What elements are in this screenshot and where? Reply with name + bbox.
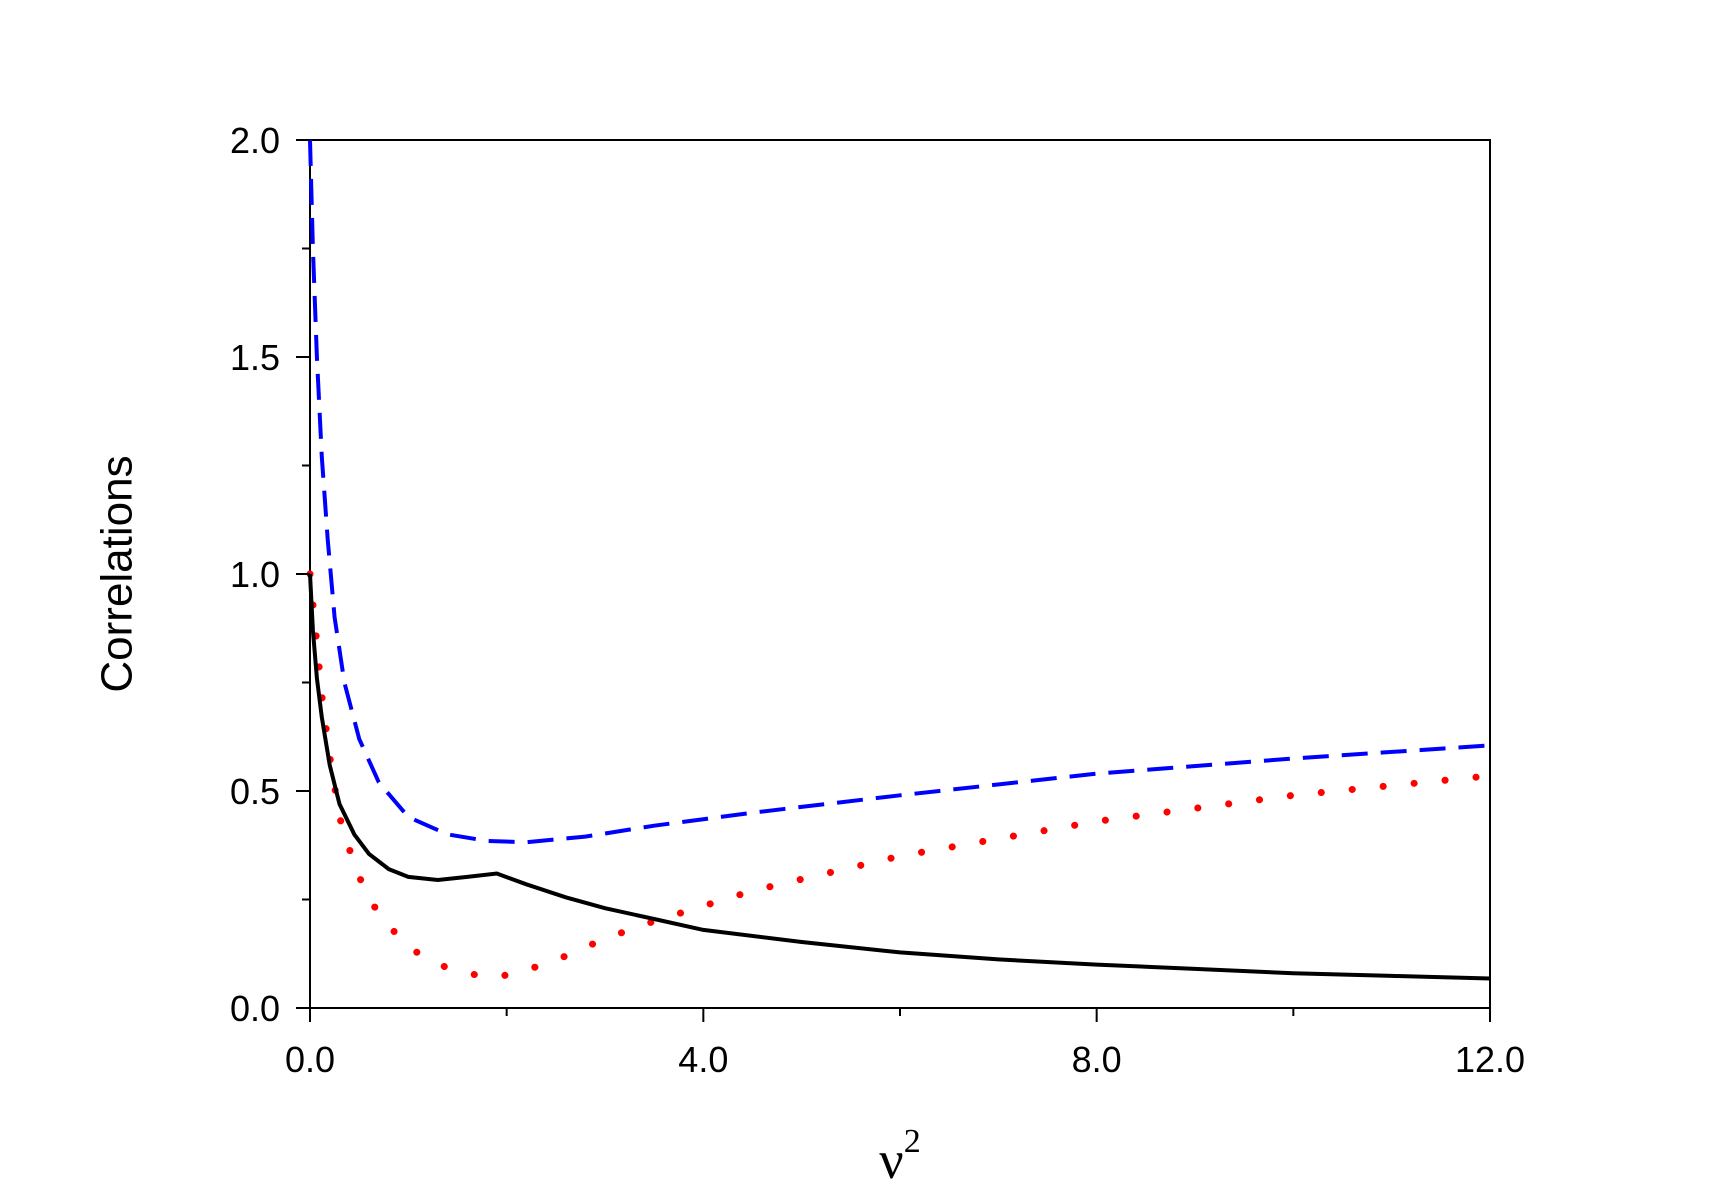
x-tick-label: 0.0 bbox=[285, 1039, 335, 1080]
series-layer bbox=[306, 139, 1494, 982]
series-line-dotted bbox=[306, 570, 1494, 982]
series-line-dashed bbox=[308, 139, 1491, 845]
y-axis-title: Correlations bbox=[93, 455, 142, 692]
x-axis-title: ν2 bbox=[879, 1123, 920, 1190]
y-tick-label: 0.5 bbox=[230, 771, 280, 812]
x-axis-title-base: ν bbox=[879, 1130, 903, 1190]
axis-ticks bbox=[296, 139, 1491, 1022]
plot-area-border bbox=[309, 139, 1491, 1009]
x-axis-title-superscript: 2 bbox=[904, 1123, 921, 1160]
x-tick-label: 12.0 bbox=[1455, 1039, 1525, 1080]
x-tick-label: 4.0 bbox=[678, 1039, 728, 1080]
series-line-solid bbox=[308, 573, 1491, 981]
y-tick-label: 0.0 bbox=[230, 988, 280, 1029]
y-tick-label: 1.5 bbox=[230, 337, 280, 378]
tick-labels: 0.0 0.5 1.0 1.5 2.0 0.0 4.0 8.0 12.0 bbox=[230, 120, 1525, 1080]
x-tick-label: 8.0 bbox=[1072, 1039, 1122, 1080]
y-tick-label: 1.0 bbox=[230, 554, 280, 595]
y-tick-label: 2.0 bbox=[230, 120, 280, 161]
plot-frame bbox=[309, 139, 1491, 1009]
